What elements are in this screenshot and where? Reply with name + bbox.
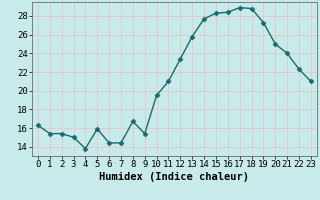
X-axis label: Humidex (Indice chaleur): Humidex (Indice chaleur)	[100, 172, 249, 182]
